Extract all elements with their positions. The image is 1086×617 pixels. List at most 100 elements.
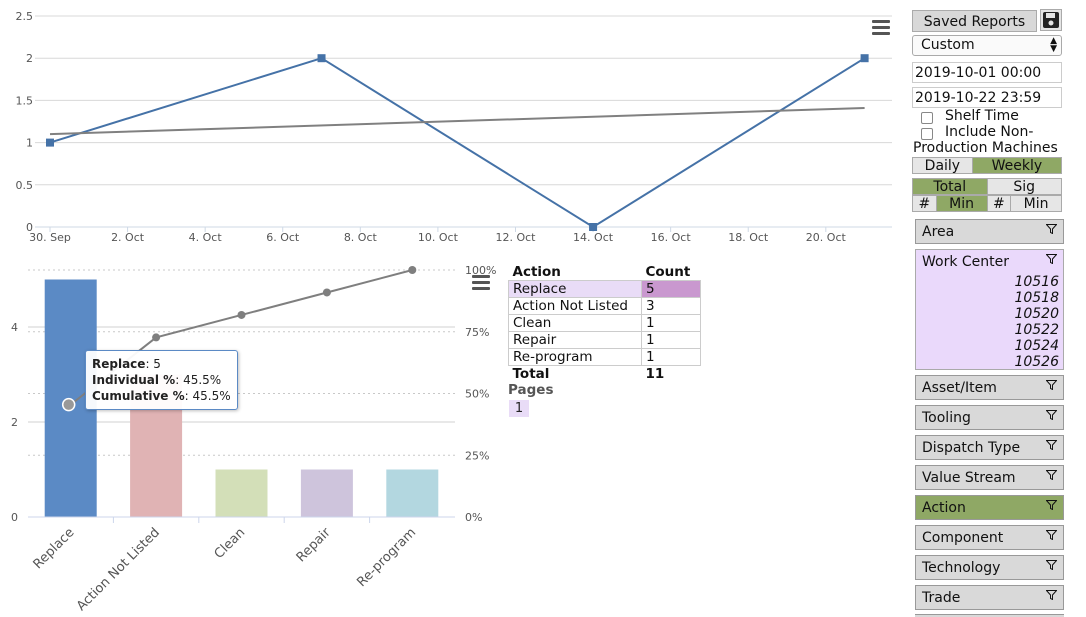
bar-re-program	[386, 469, 439, 517]
filter-label: Asset/Item	[922, 380, 997, 396]
x-tick-label: 20. Oct	[806, 231, 847, 244]
y-tick-label: 2	[26, 52, 33, 65]
cell-action: Replace	[508, 280, 642, 298]
filter-funnel-icon	[1046, 254, 1057, 264]
line-chart-menu-icon[interactable]	[872, 20, 890, 38]
work-center-item[interactable]: 10516	[1014, 274, 1059, 290]
daily-toggle[interactable]: Daily	[913, 158, 973, 174]
cell-action: Clean	[508, 314, 642, 332]
unit-toggle: # Min # Min	[912, 195, 1062, 212]
filter-tooling[interactable]: Tooling	[915, 405, 1064, 430]
x-tick-label: 6. Oct	[266, 231, 300, 244]
x-tick-label: 30. Sep	[29, 231, 71, 244]
table-row[interactable]: Repair 1	[508, 331, 701, 349]
filter-component[interactable]: Component	[915, 525, 1064, 550]
y2-tick-label: 75%	[465, 326, 489, 339]
total-value: 11	[645, 365, 665, 382]
cumulative-point	[152, 333, 161, 342]
cell-action: Action Not Listed	[508, 297, 642, 315]
filter-dispatch-type[interactable]: Dispatch Type	[915, 435, 1064, 460]
tooltip-individual-label: Individual %	[92, 373, 176, 387]
period-toggle: Daily Weekly	[912, 157, 1062, 174]
measure-toggle: Total Sig	[912, 178, 1062, 195]
end-datetime-input[interactable]: 2019-10-22 23:59	[912, 87, 1062, 108]
filter-label: Area	[922, 224, 955, 240]
tooltip-individual-value: 45.5%	[183, 373, 222, 387]
x-tick-label: 2. Oct	[111, 231, 145, 244]
filter-trade[interactable]: Trade	[915, 585, 1064, 610]
work-center-item[interactable]: 10520	[1014, 306, 1059, 322]
sig-toggle[interactable]: Sig	[987, 179, 1061, 195]
cell-action: Repair	[508, 331, 642, 349]
filter-label: Dispatch Type	[922, 440, 1021, 456]
header-action: Action	[512, 264, 561, 280]
filter-label: Value Stream	[922, 470, 1016, 486]
table-row[interactable]: Re-program 1	[508, 348, 701, 366]
saved-reports-button[interactable]: Saved Reports	[912, 10, 1037, 32]
work-center-item[interactable]: 10526	[1014, 354, 1059, 370]
filter-label: Trade	[922, 590, 961, 606]
x-tick-label: 4. Oct	[189, 231, 223, 244]
count-toggle-sig[interactable]: #	[987, 196, 1012, 212]
bar-clean	[215, 469, 268, 517]
min-toggle-total[interactable]: Min	[936, 196, 988, 212]
total-toggle[interactable]: Total	[913, 179, 988, 195]
x-tick-label: Replace	[31, 525, 78, 572]
date-range-select[interactable]: Custom ▲ ▼	[912, 35, 1062, 56]
cumulative-point	[408, 266, 417, 274]
cell-count: 1	[641, 314, 701, 332]
include-non-production-checkbox[interactable]	[921, 128, 933, 140]
work-center-filter[interactable]: Work Center 10516 10518 10520 10522 1052…	[915, 249, 1064, 370]
total-label: Total	[512, 365, 550, 382]
filter-technology[interactable]: Technology	[915, 555, 1064, 580]
filter-value-stream[interactable]: Value Stream	[915, 465, 1064, 490]
series-line	[49, 57, 866, 229]
cumulative-point-hover	[61, 397, 76, 412]
y-tick-label: 0.5	[16, 179, 34, 192]
select-arrows-icon: ▲ ▼	[1050, 36, 1057, 54]
filter-funnel-icon	[1046, 380, 1057, 390]
date-range-value: Custom	[921, 37, 975, 53]
filter-funnel-icon	[1046, 560, 1057, 570]
filter-funnel-icon	[1046, 500, 1057, 510]
work-center-label: Work Center	[922, 254, 1010, 270]
page-button-1[interactable]: 1	[509, 400, 529, 417]
filter-area[interactable]: Area	[915, 219, 1064, 244]
filter-action[interactable]: Action	[915, 495, 1064, 520]
table-row[interactable]: Clean 1	[508, 314, 701, 332]
min-toggle-sig[interactable]: Min	[1011, 196, 1061, 212]
y-tick-label: 2	[11, 416, 18, 429]
filter-asset-item[interactable]: Asset/Item	[915, 375, 1064, 400]
filter-label: Component	[922, 530, 1004, 546]
table-row[interactable]: Replace 5	[508, 280, 701, 298]
x-tick-label: 14. Oct	[573, 231, 614, 244]
count-toggle-total[interactable]: #	[913, 196, 937, 212]
x-tick-label: 18. Oct	[728, 231, 769, 244]
work-center-item[interactable]: 10522	[1014, 322, 1059, 338]
filter-funnel-icon	[1046, 470, 1057, 480]
y-tick-label: 0	[26, 221, 33, 234]
data-point-marker	[46, 138, 54, 147]
x-tick-label: Action Not Listed	[74, 525, 163, 614]
start-datetime-input[interactable]: 2019-10-01 00:00	[912, 62, 1062, 83]
save-icon[interactable]	[1040, 9, 1062, 31]
work-center-item[interactable]: 10524	[1014, 338, 1059, 354]
work-center-item[interactable]: 10518	[1014, 290, 1059, 306]
shelf-time-label: Shelf Time	[945, 108, 1019, 124]
cell-count: 1	[641, 331, 701, 349]
x-tick-label: Clean	[212, 525, 249, 562]
pareto-chart-menu-icon[interactable]	[472, 275, 490, 293]
filter-label: Action	[922, 500, 966, 516]
data-point-marker	[589, 223, 598, 231]
chart-tooltip: Replace: 5 Individual %: 45.5% Cumulativ…	[85, 350, 238, 410]
x-tick-label: 12. Oct	[495, 231, 536, 244]
y-tick-label: 0	[11, 511, 18, 524]
table-row[interactable]: Action Not Listed 3	[508, 297, 701, 315]
y-tick-label: 1.5	[16, 94, 34, 107]
weekly-toggle[interactable]: Weekly	[972, 158, 1061, 174]
y-tick-label: 1	[26, 137, 33, 150]
shelf-time-checkbox[interactable]	[921, 112, 933, 124]
y2-tick-label: 50%	[465, 388, 489, 401]
action-count-table: Action Count Replace 5 Action Not Listed…	[508, 264, 701, 382]
